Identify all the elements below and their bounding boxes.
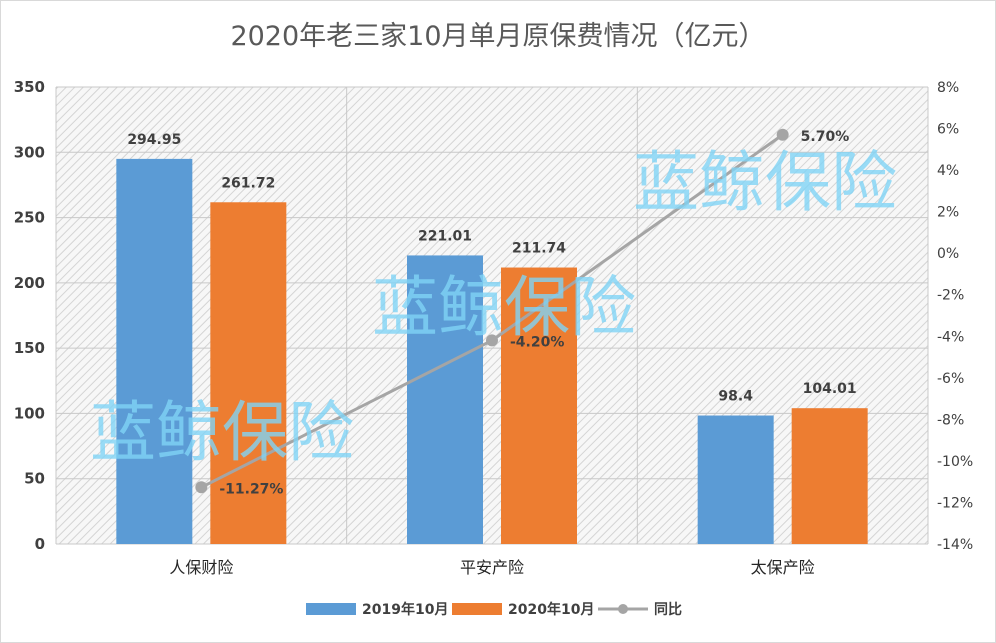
right-axis-tick: -4% (937, 329, 964, 345)
category-label: 太保产险 (751, 558, 815, 577)
bar-data-label: 294.95 (127, 132, 181, 148)
bar-2019 (116, 158, 193, 544)
right-axis-tick: -8% (937, 412, 964, 428)
watermark-text: 蓝鲸保险 (90, 394, 354, 471)
bar-2020 (210, 202, 287, 544)
bar-data-label: 211.74 (512, 241, 566, 257)
yoy-data-label: -4.20% (510, 334, 564, 350)
right-axis-tick: 2% (937, 205, 959, 221)
legend-label-yoy: 同比 (654, 601, 682, 618)
watermark-text: 蓝鲸保险 (372, 269, 636, 346)
left-axis-tick: 150 (14, 339, 45, 357)
yoy-point (195, 481, 208, 494)
right-axis-tick: 4% (937, 163, 959, 179)
right-axis-tick: -10% (937, 454, 973, 470)
bar-2020 (791, 408, 868, 544)
right-axis-tick: -12% (937, 495, 973, 511)
bar-2019 (407, 255, 483, 545)
left-axis-tick: 50 (24, 470, 45, 488)
chart-title: 2020年老三家10月单月原保费情况（亿元） (230, 21, 766, 52)
yoy-data-label: -11.27% (219, 481, 283, 497)
bar-data-label: 104.01 (803, 381, 857, 397)
bar-2020 (501, 267, 577, 544)
yoy-data-label: 5.70% (801, 129, 850, 145)
yoy-point (776, 128, 789, 141)
bar-data-label: 98.4 (718, 389, 753, 405)
yoy-point (486, 334, 498, 347)
left-axis-tick: 350 (14, 78, 45, 96)
left-axis-tick: 200 (14, 274, 45, 292)
legend-swatch-2020 (452, 603, 502, 615)
left-axis-tick: 300 (14, 143, 45, 161)
legend-marker-yoy (618, 604, 628, 614)
bar-data-label: 221.01 (418, 228, 472, 244)
left-axis-tick: 0 (35, 535, 45, 553)
right-axis-tick: -6% (937, 371, 964, 387)
right-axis-tick: -14% (937, 537, 973, 553)
legend-label-2019: 2019年10月 (362, 601, 448, 618)
legend-label-2020: 2020年10月 (508, 601, 594, 618)
bar-data-label: 261.72 (221, 175, 275, 191)
category-label: 人保财险 (169, 558, 233, 577)
watermark-text: 蓝鲸保险 (633, 144, 897, 221)
left-axis-tick: 100 (14, 404, 45, 422)
right-axis-tick: 8% (937, 80, 959, 96)
right-axis-tick: -2% (937, 288, 964, 304)
right-axis-tick: 6% (937, 122, 959, 138)
right-axis-tick: 0% (937, 246, 959, 262)
category-label: 平安产险 (460, 558, 524, 577)
bar-2019 (697, 415, 774, 544)
left-axis-tick: 250 (14, 209, 45, 227)
plot-area (56, 87, 928, 544)
legend-swatch-2019 (306, 603, 356, 615)
